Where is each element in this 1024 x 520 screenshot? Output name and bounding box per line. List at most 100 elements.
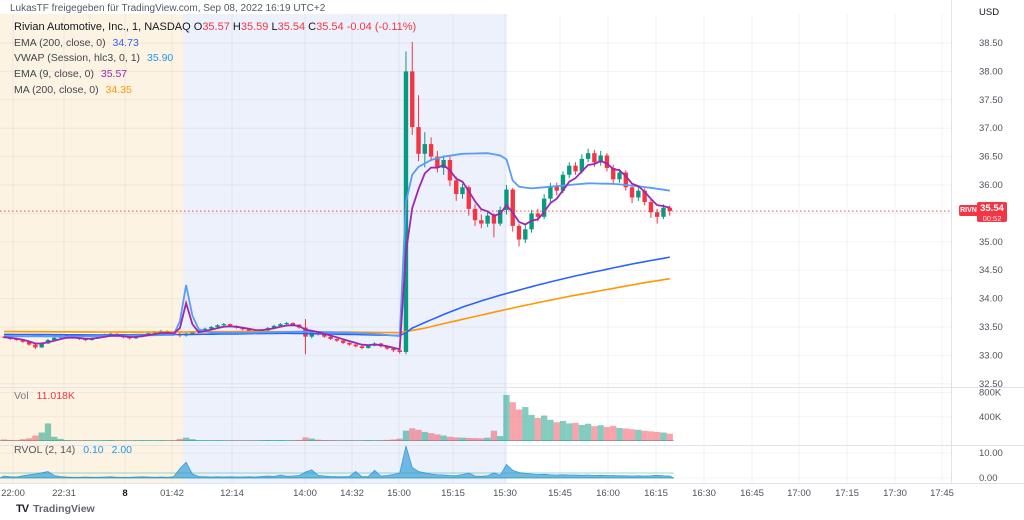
volume-bar [427, 433, 435, 441]
candle-body [554, 186, 559, 191]
volume-bar [597, 425, 604, 441]
volume-bar [647, 431, 655, 441]
volume-bar [226, 440, 234, 441]
candle-body [410, 71, 415, 128]
volume-bar [484, 437, 491, 441]
candle-body [548, 186, 553, 199]
volume-bar [610, 425, 617, 441]
volume-bar [383, 439, 391, 441]
candle-body [227, 324, 233, 326]
volume-bar [660, 432, 667, 441]
volume-bar [578, 424, 585, 441]
volume-bar [57, 438, 64, 441]
volume-bar [377, 440, 384, 441]
candle-body [472, 208, 478, 221]
volume-bar [584, 423, 592, 441]
volume-bar [515, 409, 523, 441]
candle-body [435, 156, 440, 168]
rvol-tick-label: 10.00 [979, 448, 1003, 459]
volume-bar [13, 440, 20, 441]
candle-body [397, 350, 402, 352]
volume-bar [38, 432, 45, 441]
volume-bar [503, 394, 510, 441]
candle-body [309, 332, 314, 337]
candle-body [347, 342, 352, 345]
volume-bar [654, 431, 661, 441]
volume-bar [572, 422, 579, 441]
candle-body [579, 158, 585, 172]
volume-bar [101, 440, 108, 441]
candle-body [334, 338, 340, 341]
volume-bar [534, 417, 541, 441]
volume-bar [566, 423, 573, 441]
volume-bar [289, 440, 297, 441]
candle-body [366, 345, 371, 349]
time-tick-label: 22:00 [1, 488, 25, 499]
candle-body [52, 337, 57, 341]
price-tick-label: 37.50 [979, 95, 1003, 106]
time-tick-label: 14:32 [340, 488, 364, 499]
time-tick-label: 15:45 [548, 488, 572, 499]
candle-body [359, 346, 365, 349]
time-tick-label: 17:30 [883, 488, 907, 499]
volume-bar [82, 440, 89, 441]
candle-body [215, 325, 220, 327]
time-axis-labels[interactable]: 22:00 22:31 8 01:42 12:14 14:00 14:32 15:00 15:1… [1, 488, 954, 499]
rvol-layer [0, 444, 674, 479]
candle-body [623, 172, 628, 188]
candle-body [466, 187, 471, 209]
candle-body [592, 153, 597, 163]
volume-bar [635, 429, 642, 441]
volume-bar [421, 431, 428, 441]
price-tick-label: 38.50 [979, 38, 1003, 49]
time-tick-label: 15:15 [441, 488, 465, 499]
time-tick-label: 15:30 [493, 488, 517, 499]
volume-bar [559, 420, 567, 441]
price-axis-labels[interactable]: 38.50 38.00 37.50 37.00 36.50 36.00 35.00 34.50… [979, 38, 1003, 484]
candle-body [617, 172, 622, 180]
candle-body [585, 153, 591, 159]
candle-body [497, 209, 503, 224]
volume-bar [0, 439, 8, 441]
candle-body [485, 215, 490, 224]
volume-bar [616, 427, 623, 441]
volume-bar [340, 440, 347, 441]
candle-body [290, 323, 296, 325]
price-tick-label: 33.50 [979, 322, 1003, 333]
candle-body [460, 187, 465, 195]
candle-body [629, 187, 635, 198]
candle-body [523, 229, 528, 240]
volume-bar [553, 422, 560, 441]
volume-tick-label: 400K [979, 412, 1002, 423]
candle-body [479, 220, 484, 224]
volume-tick-label: 800K [979, 388, 1002, 399]
time-tick-label: 14:00 [293, 488, 317, 499]
volume-bar [453, 437, 460, 441]
price-tick-label: 32.50 [979, 379, 1003, 390]
price-tick-label: 36.00 [979, 180, 1003, 191]
volume-bar [258, 440, 265, 441]
volume-bar [497, 436, 504, 441]
volume-bar [201, 440, 209, 441]
candle-body [26, 341, 32, 345]
volume-bar [321, 440, 328, 441]
volume-bar [132, 440, 140, 441]
volume-bar [7, 439, 14, 441]
candle-body [541, 198, 547, 217]
candle-body [391, 348, 396, 351]
candle-body [202, 328, 208, 331]
candle-body [384, 346, 390, 349]
indicator-lines [3, 152, 671, 351]
candle-body [535, 213, 541, 217]
candle-body [209, 327, 214, 329]
volume-bar [32, 435, 39, 441]
volume-bar [327, 440, 334, 441]
candle-body [441, 160, 446, 168]
time-tick-label: 16:15 [644, 488, 668, 499]
volume-bar [358, 440, 366, 441]
volume-layer [0, 394, 674, 441]
candle-body [598, 155, 603, 163]
volume-bar [25, 438, 33, 441]
volume-bar [314, 439, 322, 441]
